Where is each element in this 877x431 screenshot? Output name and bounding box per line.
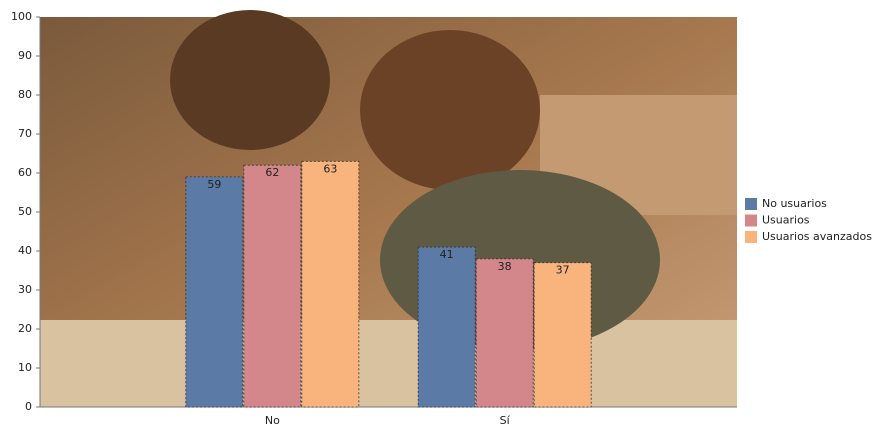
- data-label: 62: [265, 166, 279, 179]
- data-label: 63: [323, 162, 337, 175]
- legend-swatch: [745, 198, 757, 210]
- hair: [360, 30, 540, 190]
- bar: [301, 160, 360, 408]
- bar: [417, 246, 476, 408]
- hair: [170, 10, 330, 150]
- y-tick-label: 60: [18, 166, 32, 179]
- data-label: 38: [498, 260, 512, 273]
- legend-label: Usuarios avanzados: [762, 230, 872, 243]
- y-tick-label: 20: [18, 322, 32, 335]
- x-tick-label: No: [265, 414, 280, 427]
- y-tick-label: 90: [18, 49, 32, 62]
- bar: [475, 258, 534, 408]
- bar: [533, 262, 592, 408]
- y-tick-label: 100: [11, 10, 32, 23]
- legend-swatch: [745, 231, 757, 243]
- legend-label: Usuarios: [762, 214, 810, 227]
- data-label: 37: [556, 264, 570, 277]
- bar: [243, 164, 302, 408]
- legend-label: No usuarios: [762, 197, 827, 210]
- desk: [40, 320, 737, 407]
- y-tick-label: 70: [18, 127, 32, 140]
- data-label: 59: [207, 178, 221, 191]
- legend-swatch: [745, 214, 757, 227]
- y-tick-label: 10: [18, 361, 32, 374]
- bar: [185, 176, 244, 408]
- y-tick-label: 40: [18, 244, 32, 257]
- y-tick-label: 80: [18, 88, 32, 101]
- y-tick-label: 30: [18, 283, 32, 296]
- y-tick-label: 0: [25, 400, 32, 413]
- y-tick-label: 50: [18, 205, 32, 218]
- x-tick-label: Sí: [500, 414, 511, 427]
- data-label: 41: [440, 248, 454, 261]
